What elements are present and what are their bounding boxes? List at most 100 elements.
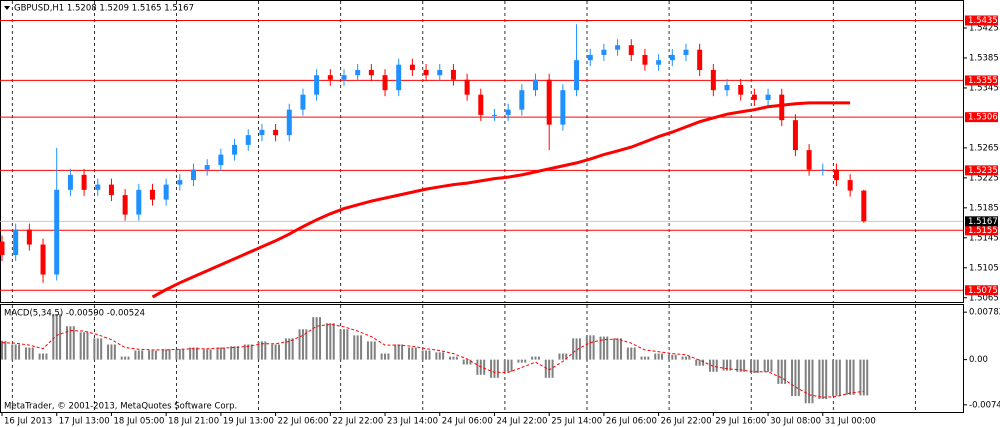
candle-body xyxy=(792,120,798,151)
y-tick-label: 0.00 xyxy=(969,355,988,365)
candle-body xyxy=(464,79,470,95)
copyright: MetaTrader, © 2001-2013, MetaQuotes Soft… xyxy=(4,402,237,412)
candle-body xyxy=(396,64,402,91)
level-label-box xyxy=(965,75,998,86)
candle-body xyxy=(13,229,19,256)
candle-body xyxy=(40,244,46,275)
candle-body xyxy=(300,94,306,110)
candle-body xyxy=(0,241,5,256)
candle-body xyxy=(95,184,101,190)
y-tick-label: 0.00782 xyxy=(969,308,1000,318)
candle-body xyxy=(656,60,662,65)
level-label: 1.5235 xyxy=(968,166,998,176)
signal-line xyxy=(1,323,864,398)
x-tick-label: 29 Jul 16:00 xyxy=(715,417,766,427)
y-tick-label: 1.5265 xyxy=(969,143,999,153)
candle-body xyxy=(779,94,785,121)
candle-body xyxy=(273,129,279,136)
indicator-title: MACD(5,34,5) -0.00590 -0.00524 xyxy=(4,309,145,319)
candle-body xyxy=(163,184,169,200)
candle-body xyxy=(587,54,593,61)
level-label: 1.5435 xyxy=(968,16,998,26)
x-tick-label: 24 Jul 06:00 xyxy=(442,417,493,427)
candle-body xyxy=(683,49,689,55)
candle-body xyxy=(560,90,566,125)
candle-body xyxy=(628,45,634,55)
candle-body xyxy=(847,180,853,191)
x-tick-label: 22 Jul 06:00 xyxy=(278,417,329,427)
level-label-box xyxy=(965,112,998,123)
level-label: 1.5075 xyxy=(968,286,998,296)
candle-body xyxy=(368,69,374,76)
x-tick-label: 17 Jul 13:00 xyxy=(59,417,110,427)
candle-body xyxy=(204,165,210,170)
main-panel xyxy=(0,0,964,303)
level-label: 1.5306 xyxy=(968,113,998,123)
y-tick-label: -0.00745 xyxy=(969,400,1000,410)
candle-body xyxy=(136,189,142,215)
y-tick-label: 1.5185 xyxy=(969,203,999,213)
x-tick-label: 22 Jul 22:00 xyxy=(332,417,383,427)
candle-body xyxy=(26,229,32,245)
x-tick-label: 30 Jul 08:00 xyxy=(770,417,821,427)
candle-body xyxy=(765,94,771,100)
x-tick-label: 18 Jul 05:00 xyxy=(113,417,164,427)
chart-title: GBPUSD,H1 1.5208 1.5209 1.5165 1.5167 xyxy=(14,4,194,14)
candle-body xyxy=(738,84,744,95)
x-tick-label: 16 Jul 2013 xyxy=(4,417,52,427)
y-tick-label: 1.5065 xyxy=(969,293,999,303)
candle-body xyxy=(546,79,552,125)
candle-body xyxy=(861,190,867,222)
x-tick-label: 24 Jul 22:00 xyxy=(496,417,547,427)
menu-arrow xyxy=(4,6,10,10)
candle-body xyxy=(81,174,87,190)
level-label-box xyxy=(965,225,998,236)
candle-body xyxy=(341,75,347,80)
candle-body xyxy=(54,189,60,275)
candle-body xyxy=(615,45,621,50)
candle-body xyxy=(697,49,703,70)
y-tick-label: 1.5425 xyxy=(969,23,999,33)
candle-body xyxy=(574,60,580,91)
candle-body xyxy=(450,69,456,80)
candle-body xyxy=(177,180,183,185)
level-label-box xyxy=(965,165,998,176)
candle-body xyxy=(642,54,648,65)
candle-body xyxy=(355,69,361,76)
level-label: 1.5155 xyxy=(968,226,998,236)
candle-body xyxy=(314,75,320,95)
candle-body xyxy=(724,84,730,91)
x-tick-label: 31 Jul 00:00 xyxy=(825,417,876,427)
candle-body xyxy=(533,79,539,91)
level-label: 1.5355 xyxy=(968,76,998,86)
candle-body xyxy=(382,75,388,91)
candle-body xyxy=(67,174,73,190)
candle-body xyxy=(710,69,716,91)
x-tick-label: 26 Jul 06:00 xyxy=(606,417,657,427)
candle-body xyxy=(601,49,607,55)
candle-body xyxy=(423,69,429,76)
candle-body xyxy=(232,144,238,155)
current-price-box xyxy=(965,216,998,227)
moving-average-line xyxy=(151,101,851,299)
candle-body xyxy=(437,69,443,76)
x-tick-label: 26 Jul 22:00 xyxy=(661,417,712,427)
candle-body xyxy=(108,184,114,196)
candle-body xyxy=(478,94,484,115)
candle-body xyxy=(491,114,497,116)
candle-body xyxy=(669,54,675,61)
candle-body xyxy=(245,135,251,145)
candle-body xyxy=(259,129,265,136)
candle-body xyxy=(820,169,826,171)
y-tick-label: 1.5145 xyxy=(969,233,999,243)
y-tick-label: 1.5225 xyxy=(969,173,999,183)
x-tick-label: 23 Jul 14:00 xyxy=(387,417,438,427)
x-tick-label: 19 Jul 13:00 xyxy=(223,417,274,427)
y-tick-label: 1.5345 xyxy=(969,83,999,93)
x-tick-label: 18 Jul 21:00 xyxy=(168,417,219,427)
candle-body xyxy=(833,169,839,181)
candle-body xyxy=(122,195,128,215)
y-tick-label: 1.5385 xyxy=(969,53,999,63)
candle-body xyxy=(751,94,757,100)
